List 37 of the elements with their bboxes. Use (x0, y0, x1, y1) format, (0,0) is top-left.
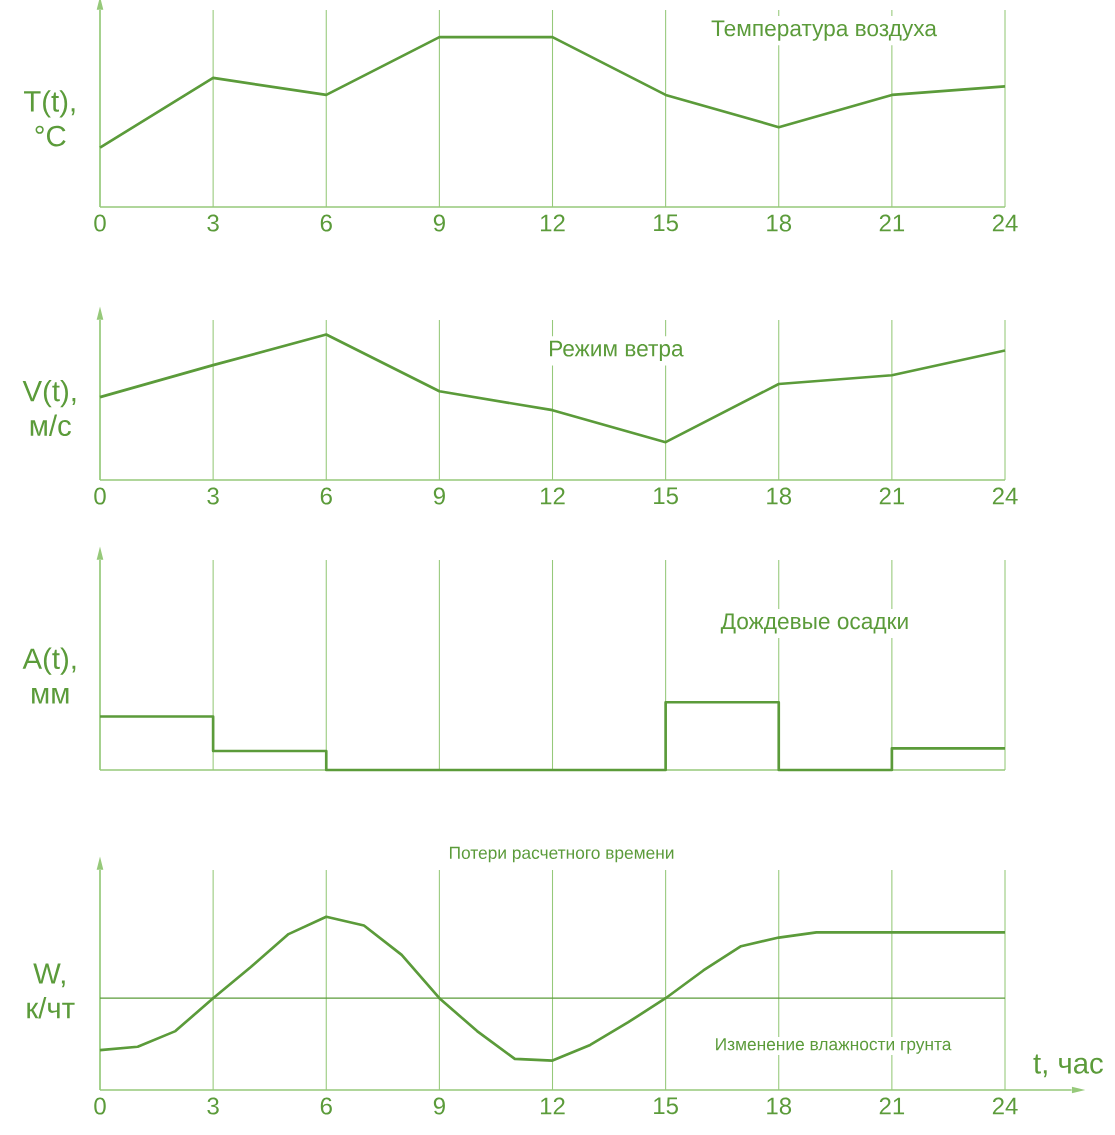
x-tick-label: 12 (540, 487, 565, 505)
x-tick-label: 6 (320, 1097, 332, 1115)
x-tick-label: 12 (540, 214, 565, 232)
x-axis-title: t, час (1033, 1054, 1103, 1078)
x-tick-label: 3 (207, 1097, 219, 1115)
chart-title: Температура воздуха (711, 20, 937, 41)
y-axis-title: T(t), °C (24, 90, 75, 147)
y-axis-title: W, к/чт (27, 963, 75, 1019)
x-tick-label: 24 (992, 214, 1018, 232)
x-tick-label: 18 (767, 1097, 792, 1115)
chart-title: Режим ветра (550, 340, 684, 362)
x-tick-label: 24 (992, 487, 1018, 505)
x-tick-label: 15 (654, 487, 678, 505)
x-tick-label: 21 (879, 214, 905, 232)
y-axis-title: V(t), м/с (22, 379, 76, 437)
x-tick-label: 18 (767, 487, 792, 505)
x-tick-label: 0 (94, 1097, 106, 1115)
chart-title: Дождевые осадки (720, 613, 908, 634)
x-tick-label: 15 (654, 214, 678, 232)
y-axis-title: A(t), мм (22, 647, 76, 704)
annotation: Изменение влажности грунта (716, 1038, 952, 1054)
x-tick-label: 15 (654, 1097, 678, 1115)
x-tick-label: 0 (94, 487, 106, 505)
x-tick-label: 9 (433, 214, 445, 232)
x-tick-label: 9 (433, 487, 445, 505)
x-tick-label: 6 (320, 214, 332, 232)
x-tick-label: 6 (320, 487, 332, 505)
x-tick-label: 9 (433, 1097, 445, 1115)
x-tick-label: 3 (207, 487, 219, 505)
x-tick-label: 0 (94, 214, 106, 232)
x-tick-label: 21 (879, 1097, 905, 1115)
x-tick-label: 21 (879, 487, 905, 505)
x-tick-label: 24 (992, 1097, 1018, 1115)
x-tick-label: 12 (540, 1097, 565, 1115)
x-tick-label: 18 (767, 214, 792, 232)
text: Потери расчетного времени (449, 846, 674, 863)
x-tick-label: 3 (207, 214, 219, 232)
